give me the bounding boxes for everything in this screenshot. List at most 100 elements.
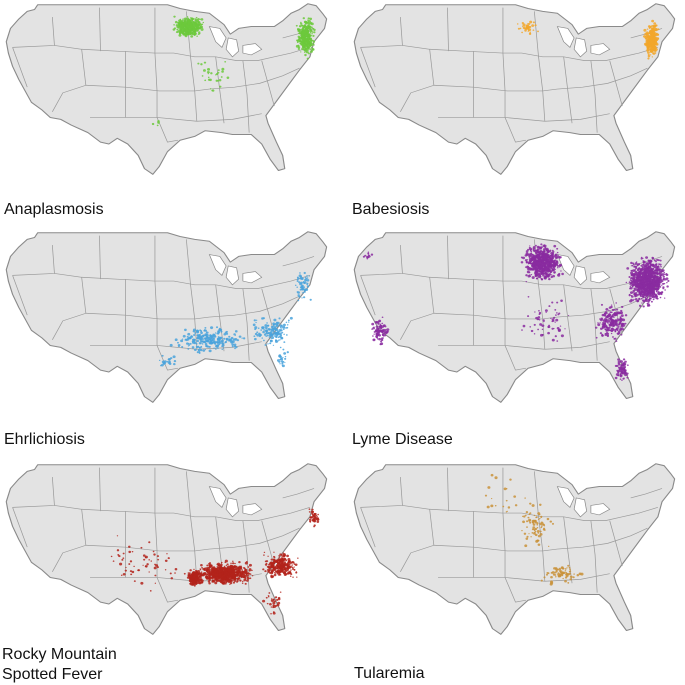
- case-dot: [606, 335, 609, 338]
- case-dot: [272, 333, 275, 336]
- case-dot: [604, 318, 607, 321]
- case-dot: [193, 30, 195, 33]
- case-dot: [643, 290, 647, 293]
- case-dot: [651, 288, 654, 291]
- case-dot: [261, 327, 264, 330]
- case-dot: [556, 247, 559, 250]
- case-dot: [200, 28, 204, 31]
- case-dot: [532, 21, 535, 24]
- case-dot: [537, 246, 540, 248]
- case-dot: [205, 331, 208, 333]
- case-dot: [279, 332, 282, 335]
- case-dot: [204, 342, 208, 346]
- case-dot: [540, 271, 543, 275]
- case-dot: [652, 44, 655, 47]
- case-dot: [651, 269, 653, 271]
- case-dot: [642, 296, 645, 299]
- case-dot: [367, 252, 370, 255]
- case-dot: [650, 42, 654, 45]
- case-dot: [560, 334, 564, 338]
- case-dot: [198, 346, 201, 349]
- case-dot: [216, 344, 220, 348]
- case-dot: [264, 344, 267, 346]
- case-dot: [277, 340, 279, 342]
- case-dot: [298, 25, 302, 28]
- case-dot: [634, 288, 638, 291]
- case-dot: [548, 273, 552, 276]
- case-dot: [612, 320, 615, 323]
- case-dot: [605, 308, 609, 311]
- case-dot: [194, 572, 196, 575]
- case-dot: [306, 26, 310, 30]
- case-dot: [651, 47, 655, 50]
- case-dot: [551, 318, 555, 321]
- case-dot: [270, 570, 274, 574]
- case-dot: [207, 338, 210, 341]
- case-dot: [532, 29, 535, 31]
- case-dot: [219, 328, 223, 332]
- case-dot: [231, 562, 235, 565]
- case-dot: [238, 577, 241, 580]
- case-dot: [533, 249, 536, 253]
- case-dot: [310, 50, 313, 53]
- case-dot: [642, 305, 645, 308]
- case-dot: [207, 72, 210, 75]
- case-dot: [657, 287, 660, 290]
- case-dot: [182, 22, 185, 25]
- case-dot: [311, 33, 313, 35]
- case-dot: [534, 255, 537, 258]
- case-dot: [549, 270, 553, 274]
- case-dot: [635, 266, 638, 269]
- case-dot: [244, 582, 247, 585]
- case-dot: [303, 290, 306, 293]
- case-dot: [536, 269, 539, 272]
- case-dot: [616, 364, 619, 367]
- case-dot: [256, 331, 259, 334]
- case-dot: [642, 300, 646, 303]
- case-dot: [239, 575, 241, 577]
- case-dot: [279, 574, 281, 576]
- case-dot: [538, 313, 541, 316]
- case-dot: [533, 267, 536, 270]
- case-dot: [642, 272, 646, 275]
- case-dot: [199, 18, 201, 20]
- case-dot: [649, 286, 653, 290]
- case-dot: [605, 320, 608, 323]
- case-dot: [292, 576, 294, 578]
- case-dot: [193, 568, 195, 570]
- case-dot: [208, 349, 212, 353]
- case-dot: [542, 271, 545, 274]
- case-dot: [306, 57, 309, 60]
- case-dot: [537, 254, 540, 258]
- case-dot: [280, 554, 283, 557]
- case-dot: [630, 285, 632, 287]
- case-dot: [229, 583, 231, 586]
- case-dot: [220, 561, 223, 564]
- case-dot: [296, 291, 299, 293]
- case-dot: [302, 286, 305, 289]
- case-dot: [653, 36, 656, 39]
- case-dot: [527, 28, 530, 30]
- case-dot: [283, 554, 286, 557]
- case-dot: [272, 325, 275, 328]
- case-dot: [204, 79, 207, 82]
- case-dot: [629, 279, 632, 281]
- case-dot: [217, 79, 219, 82]
- case-dot: [270, 574, 272, 576]
- case-dot: [532, 266, 534, 269]
- case-dot: [210, 326, 214, 330]
- case-dot: [542, 248, 545, 251]
- case-dot: [178, 34, 182, 37]
- case-dot: [191, 340, 194, 343]
- case-dot: [554, 268, 556, 271]
- case-dot: [630, 276, 634, 279]
- case-dot: [650, 37, 653, 40]
- case-dot: [620, 365, 623, 368]
- case-dot: [645, 298, 648, 301]
- case-dot: [266, 569, 269, 571]
- case-dot: [217, 69, 220, 71]
- case-dot: [653, 42, 657, 45]
- case-dot: [516, 23, 519, 25]
- case-dot: [622, 358, 626, 361]
- case-dot: [529, 31, 531, 33]
